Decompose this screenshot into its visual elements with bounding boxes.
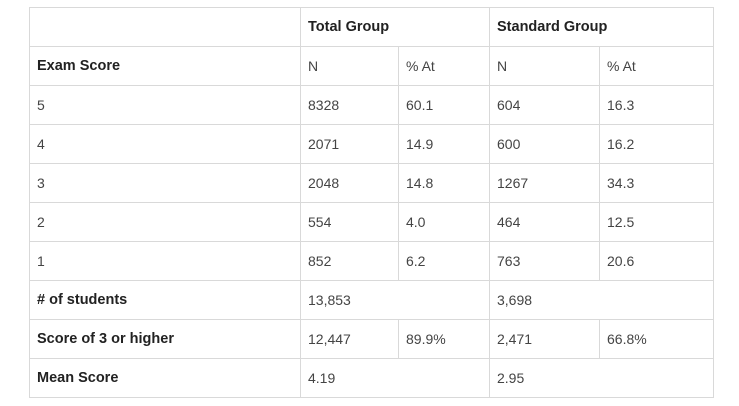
three-or-higher-label: Score of 3 or higher (29, 319, 301, 359)
three-or-higher-row: Score of 3 or higher 12,447 89.9% 2,471 … (29, 319, 714, 359)
total-n-cell: 852 (300, 241, 399, 281)
students-label: # of students (29, 280, 301, 320)
standard-group-header: Standard Group (489, 7, 714, 47)
mean-score-row: Mean Score 4.19 2.95 (29, 358, 714, 398)
total-pct-cell: 60.1 (398, 85, 490, 125)
mean-standard-cell: 2.95 (489, 358, 714, 398)
total-pct-cell: 6.2 (398, 241, 490, 281)
standard-n-cell: 464 (489, 202, 600, 242)
total-n-cell: 8328 (300, 85, 399, 125)
score-cell: 5 (29, 85, 301, 125)
score-cell: 2 (29, 202, 301, 242)
standard-pct-cell: 16.2 (599, 124, 714, 164)
standard-n-cell: 763 (489, 241, 600, 281)
standard-pct-cell: 12.5 (599, 202, 714, 242)
exam-score-table: Total Group Standard Group Exam Score N … (29, 7, 714, 398)
group-header-row: Total Group Standard Group (29, 7, 714, 47)
standard-n-cell: 1267 (489, 163, 600, 203)
standard-pct-cell: 20.6 (599, 241, 714, 281)
mean-total-cell: 4.19 (300, 358, 490, 398)
table-row: 2 554 4.0 464 12.5 (29, 202, 714, 242)
students-row: # of students 13,853 3,698 (29, 280, 714, 320)
total-n-header: N (300, 46, 399, 86)
table-row: 3 2048 14.8 1267 34.3 (29, 163, 714, 203)
three-or-higher-total-n: 12,447 (300, 319, 399, 359)
table-row: 1 852 6.2 763 20.6 (29, 241, 714, 281)
total-pct-cell: 4.0 (398, 202, 490, 242)
mean-score-label: Mean Score (29, 358, 301, 398)
score-cell: 3 (29, 163, 301, 203)
standard-n-cell: 604 (489, 85, 600, 125)
total-pct-cell: 14.9 (398, 124, 490, 164)
header-blank-cell (29, 7, 301, 47)
three-or-higher-total-pct: 89.9% (398, 319, 490, 359)
standard-pct-cell: 16.3 (599, 85, 714, 125)
standard-n-cell: 600 (489, 124, 600, 164)
three-or-higher-standard-pct: 66.8% (599, 319, 714, 359)
score-cell: 1 (29, 241, 301, 281)
total-group-header: Total Group (300, 7, 490, 47)
three-or-higher-standard-n: 2,471 (489, 319, 600, 359)
standard-pct-cell: 34.3 (599, 163, 714, 203)
score-cell: 4 (29, 124, 301, 164)
total-n-cell: 2048 (300, 163, 399, 203)
standard-n-header: N (489, 46, 600, 86)
total-pct-cell: 14.8 (398, 163, 490, 203)
table-row: 5 8328 60.1 604 16.3 (29, 85, 714, 125)
students-total-cell: 13,853 (300, 280, 490, 320)
total-pct-header: % At (398, 46, 490, 86)
standard-pct-header: % At (599, 46, 714, 86)
exam-score-header: Exam Score (29, 46, 301, 86)
table-row: 4 2071 14.9 600 16.2 (29, 124, 714, 164)
column-header-row: Exam Score N % At N % At (29, 46, 714, 86)
total-n-cell: 2071 (300, 124, 399, 164)
students-standard-cell: 3,698 (489, 280, 714, 320)
total-n-cell: 554 (300, 202, 399, 242)
